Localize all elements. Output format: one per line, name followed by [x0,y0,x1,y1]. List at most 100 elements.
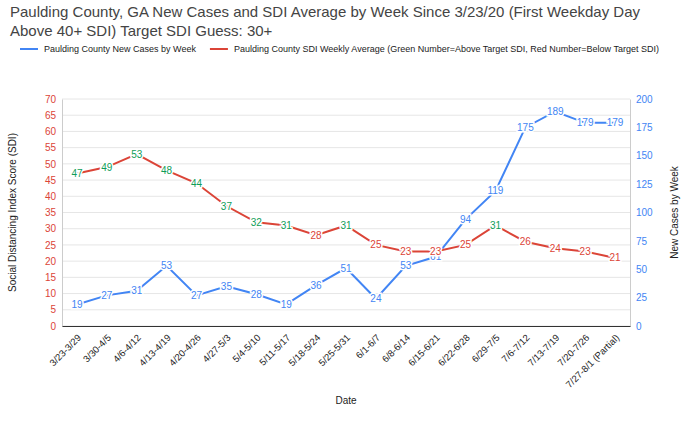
x-tick: 5/25-5/31 [316,326,352,368]
x-tick-label: 4/20-4/26 [167,332,203,368]
data-label: 189 [547,106,564,117]
x-tick: 6/29-7/5 [469,326,501,364]
data-label: 28 [311,230,323,241]
data-label: 26 [520,236,532,247]
data-label: 31 [490,220,502,231]
data-label: 37 [221,201,233,212]
data-label: 25 [460,239,472,250]
y2-tick: 175 [630,122,653,133]
grid [62,99,630,326]
data-label: 31 [281,220,293,231]
y-tick: 35 [45,207,62,218]
grid-line [62,196,630,197]
grid-line [62,163,630,164]
grid-line [62,309,630,310]
data-label: 51 [340,263,352,274]
y2-axis: 0 25 50 75 100 125 150 175 200 [630,94,653,332]
y-tick-label: 70 [45,94,57,105]
x-tick: 4/27-5/3 [200,326,232,364]
y-tick-label: 30 [45,223,57,234]
y2-tick-label: 175 [636,122,653,133]
y-tick: 0 [50,321,62,332]
data-label: 179 [577,117,594,128]
y-tick: 30 [45,223,62,234]
y-tick-label: 35 [45,207,57,218]
legend-item: Paulding County SDI Weekly Average (Gree… [210,44,659,54]
y-tick-label: 20 [45,256,57,267]
y-tick: 10 [45,288,62,299]
grid-line [62,99,630,100]
y-tick: 60 [45,126,62,137]
x-tick-label: 6/29-7/5 [469,332,501,364]
legend-item: Paulding County New Cases by Week [20,44,196,54]
data-label: 25 [370,239,382,250]
x-tick-label: 6/22-6/28 [436,332,472,368]
y-axis-line [62,100,63,327]
x-tick: 3/23-3/29 [47,326,83,368]
x-tick: 4/20-4/26 [167,326,203,368]
data-label: 23 [580,246,592,257]
legend-marker [210,48,228,50]
y-tick-label: 0 [50,321,56,332]
y-tick-label: 15 [45,272,57,283]
grid-line [62,326,630,327]
y-tick: 5 [50,304,62,315]
data-label: 53 [131,149,143,160]
data-label: 48 [161,165,173,176]
y2-tick: 75 [630,236,648,247]
chart: Paulding County, GA New Cases and SDI Av… [0,0,690,426]
data-label: 94 [460,214,472,225]
y2-tick-label: 25 [636,292,648,303]
grid-line [62,293,630,294]
data-label: 35 [221,281,233,292]
y-tick-label: 10 [45,288,57,299]
y-tick-label: 25 [45,240,57,251]
y2-axis-line [630,100,631,327]
y-tick-label: 5 [50,304,56,315]
x-tick-label: 6/1-6/7 [353,332,382,361]
y2-tick: 0 [630,321,642,332]
x-tick: 7/27-8/1 (Partial) [564,326,622,390]
x-tick: 3/30-4/5 [81,326,113,364]
grid-line [62,115,630,116]
y2-tick: 125 [630,179,653,190]
data-label: 44 [191,178,203,189]
legend-label: Paulding County SDI Weekly Average (Gree… [234,44,659,54]
grid-line [62,212,630,213]
y-tick-label: 40 [45,191,57,202]
grid-line [62,261,630,262]
data-label: 175 [517,122,534,133]
y2-tick: 100 [630,207,653,218]
y2-tick-label: 125 [636,179,653,190]
y2-tick-label: 100 [636,207,653,218]
data-label: 27 [101,290,113,301]
data-label: 23 [400,246,412,257]
data-label: 19 [71,299,83,310]
y2-axis-title: New Cases by Week [669,165,680,259]
data-label: 23 [430,246,442,257]
data-label: 53 [161,260,173,271]
y2-tick: 200 [630,94,653,105]
y-tick: 55 [45,142,62,153]
y2-tick-label: 50 [636,264,648,275]
data-label: 19 [281,299,293,310]
y-tick: 50 [45,159,62,170]
legend-marker [20,48,38,50]
y-tick: 40 [45,191,62,202]
legend-label: Paulding County New Cases by Week [44,44,196,54]
x-tick: 6/1-6/7 [353,326,382,361]
x-tick-label: 3/23-3/29 [47,332,83,368]
plot-area [77,111,615,304]
data-label: 24 [370,293,382,304]
y-tick-label: 60 [45,126,57,137]
x-tick: 6/22-6/28 [436,326,472,368]
title: Paulding County, GA New Cases and SDI Av… [10,3,641,39]
data-label: 36 [311,280,323,291]
y2-tick-label: 150 [636,150,653,161]
legend: Paulding County New Cases by Week Pauldin… [20,44,659,54]
y-tick-label: 65 [45,110,57,121]
y2-tick: 25 [630,292,648,303]
y-tick: 65 [45,110,62,121]
data-label: 27 [191,290,203,301]
x-tick-label: 5/18-5/24 [286,332,322,368]
